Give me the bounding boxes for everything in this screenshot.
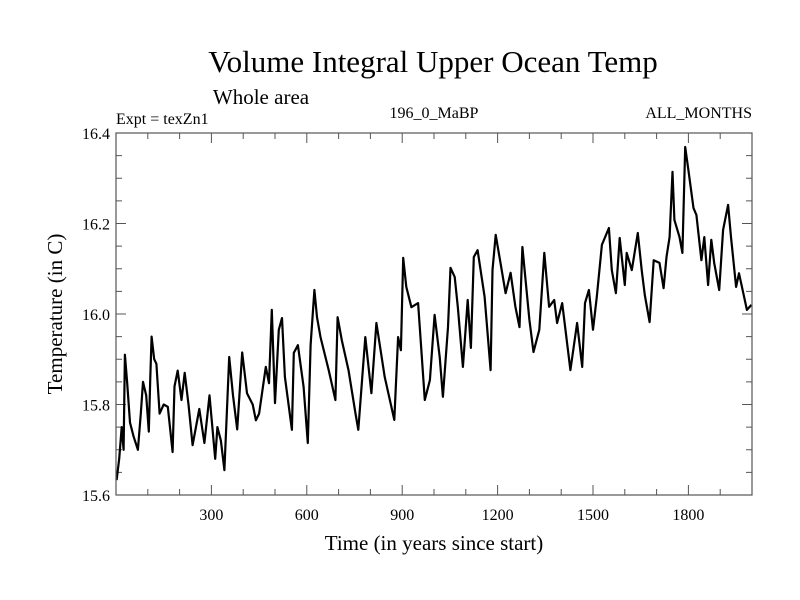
months-label: ALL_MONTHS	[645, 105, 752, 122]
x-tick-label: 1200	[482, 507, 514, 524]
period-label: 196_0_MaBP	[390, 105, 479, 122]
chart-subtitle: Whole area	[213, 85, 310, 109]
chart-title: Volume Integral Upper Ocean Temp	[208, 44, 658, 79]
x-tick-label: 900	[390, 507, 414, 524]
series-line	[115, 145, 753, 481]
x-tick-label: 1500	[577, 507, 609, 524]
y-tick-label: 16.4	[82, 126, 110, 143]
experiment-label: Expt = texZn1	[116, 111, 209, 128]
y-tick-label: 15.6	[82, 488, 110, 505]
x-tick-label: 600	[295, 507, 319, 524]
x-tick-label: 1800	[672, 507, 704, 524]
y-tick-label: 16.2	[82, 217, 110, 234]
x-axis-label: Time (in years since start)	[325, 531, 544, 555]
x-tick-label: 300	[199, 507, 223, 524]
y-tick-label: 16.0	[82, 307, 110, 324]
plot-frame	[115, 132, 753, 496]
y-axis-label: Temperature (in C)	[43, 234, 67, 395]
y-tick-label: 15.8	[82, 398, 110, 415]
axis-tick-labels: 300 600 900 1200 1500 1800 15.6 15.8 16.0 16.2 16.…	[82, 126, 704, 524]
